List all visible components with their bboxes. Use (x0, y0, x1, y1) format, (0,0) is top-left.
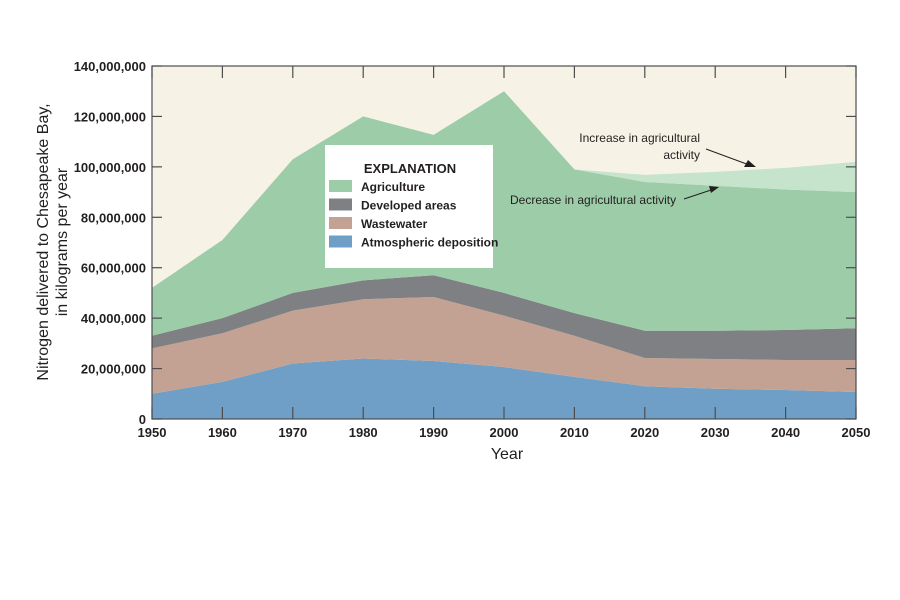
area-increase-in-agricultural-activity-scenario (574, 161, 856, 193)
x-tick-label: 1970 (278, 425, 307, 440)
area-wastewater (152, 296, 856, 394)
legend-swatch (329, 217, 352, 229)
legend-swatch (329, 235, 352, 248)
x-tick-label: 1950 (138, 425, 167, 440)
legend-swatch (329, 198, 352, 211)
x-tick-label: 2040 (771, 425, 800, 440)
legend-label: Developed areas (361, 199, 457, 213)
legend-label: Wastewater (361, 217, 428, 231)
legend: EXPLANATION Agriculture Developed areas Wa… (325, 145, 498, 268)
x-tick-label: 2030 (701, 425, 730, 440)
arrowheadecrease (709, 186, 719, 193)
x-tick-label: 1990 (419, 425, 448, 440)
x-tick-label: 2020 (630, 425, 659, 440)
x-tick-label: 1960 (208, 425, 237, 440)
y-tick-label: 80,000,000 (81, 210, 146, 225)
y-tick-label: 100,000,000 (74, 160, 146, 175)
annotation-increase-line-1: Increase in agricultural (579, 131, 700, 145)
x-tick-label: 2000 (490, 425, 519, 440)
x-axis-title: Year (491, 446, 524, 463)
y-axis-title-line-2: in kilograms per year (54, 167, 71, 316)
x-tick-label: 2050 (842, 425, 871, 440)
x-tick-label: 1980 (349, 425, 378, 440)
legend-swatch (329, 180, 352, 192)
legend-label: Agriculture (361, 180, 425, 194)
y-tick-label: 120,000,000 (74, 109, 146, 124)
arrow-increase (705, 148, 753, 167)
y-tick-label: 140,000,000 (74, 59, 146, 74)
y-tick-label: 0 (139, 412, 146, 427)
arrow-decrease (683, 188, 715, 200)
x-tick-label: 2010 (560, 425, 589, 440)
y-tick-label: 60,000,000 (81, 261, 146, 276)
legend-label: Atmospheric deposition (361, 236, 498, 250)
arrowhead-increase (744, 160, 756, 167)
y-tick-label: 40,000,000 (81, 311, 146, 326)
annotation-decrease-label: Decrease in agricultural activity (510, 193, 676, 207)
annotation-increase: Increase in agricultural activity (579, 131, 756, 167)
area-atmospheric-deposition (152, 358, 856, 419)
y-axis-title-line-1: Nitrogen delivered to Chesapeake Bay, (35, 103, 52, 380)
area-developed-areas (152, 275, 856, 360)
annotation-increase-line-2: activity (663, 148, 700, 162)
y-tick-label: 20,000,000 (81, 362, 146, 377)
legend-box (325, 145, 493, 268)
legend-title: EXPLANATION (364, 161, 456, 176)
annotation-decrease: Decrease in agricultural activity (510, 186, 719, 207)
